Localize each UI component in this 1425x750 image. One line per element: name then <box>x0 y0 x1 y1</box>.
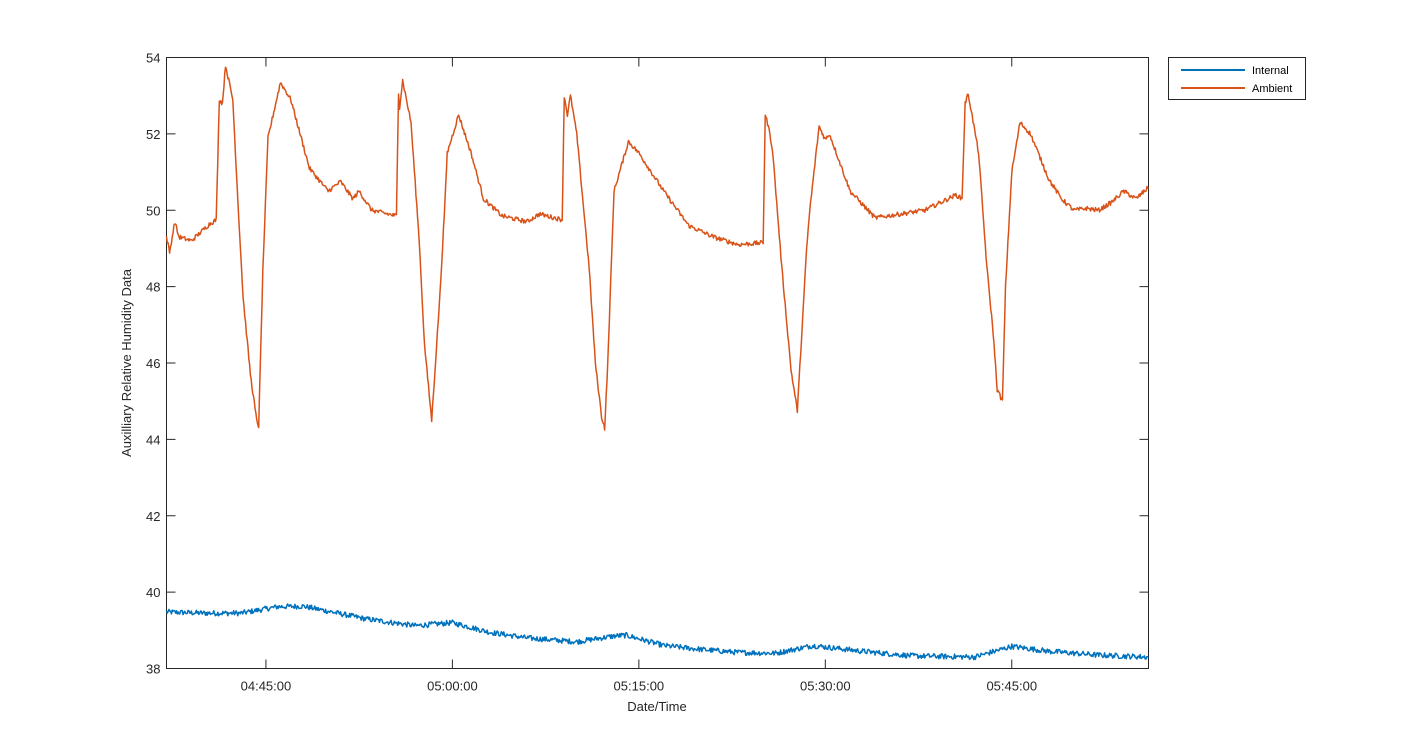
series-layer <box>165 66 1150 661</box>
x-axis-ticks: 04:45:00 05:00:00 05:15:00 05:30:00 05:45:00 <box>241 57 1037 694</box>
x-tick-label: 05:00:00 <box>427 679 478 694</box>
y-tick-label: 40 <box>146 585 160 600</box>
y-tick-label: 48 <box>146 280 160 295</box>
series-line-ambient <box>165 66 1150 431</box>
plot-area: 38 40 42 44 46 48 50 52 54 04:45:00 05:00:00 05:15… <box>146 51 1150 694</box>
legend-label-ambient: Ambient <box>1252 83 1292 95</box>
legend: Internal Ambient <box>1168 57 1306 100</box>
y-tick-label: 52 <box>146 127 160 142</box>
y-axis-title: Auxilliary Relative Humidity Data <box>119 268 134 457</box>
axes-box <box>166 57 1149 669</box>
series-line-internal <box>165 603 1149 661</box>
x-tick-label: 05:15:00 <box>614 679 665 694</box>
y-tick-label: 46 <box>146 356 160 371</box>
y-tick-label: 42 <box>146 509 160 524</box>
y-axis-ticks: 38 40 42 44 46 48 50 52 54 <box>146 51 1149 677</box>
legend-box <box>1168 57 1306 100</box>
x-tick-label: 05:30:00 <box>800 679 851 694</box>
x-tick-label: 05:45:00 <box>986 679 1037 694</box>
x-axis-title: Date/Time <box>627 699 686 714</box>
y-tick-label: 38 <box>146 662 160 677</box>
y-tick-label: 54 <box>146 51 160 66</box>
y-tick-label: 44 <box>146 432 160 447</box>
y-tick-label: 50 <box>146 203 160 218</box>
x-tick-label: 04:45:00 <box>241 679 292 694</box>
legend-label-internal: Internal <box>1252 65 1289 77</box>
